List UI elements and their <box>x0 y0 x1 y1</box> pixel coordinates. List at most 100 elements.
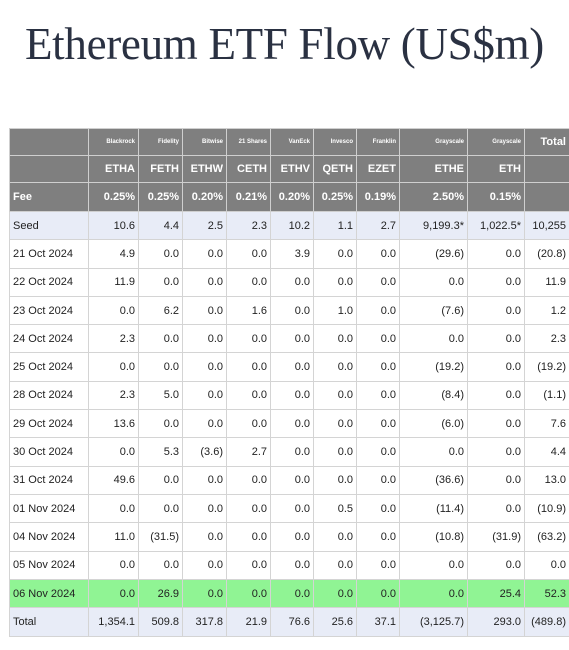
table-cell: 0.0 <box>88 493 139 524</box>
table-cell: (29.6) <box>399 239 468 269</box>
table-cell: 9,199.3* <box>399 210 468 241</box>
issuer-header: Franklin <box>356 128 400 156</box>
table-cell: 0.0 <box>138 352 183 382</box>
table-cell: 0.0 <box>313 409 357 439</box>
table-row: 25 Oct 2024 0.0 0.0 0.0 0.0 0.0 0.0 0.0 (19.2) 0.… <box>9 352 569 382</box>
table-cell: 0.0 <box>270 522 314 552</box>
table-body: Blackrock Fidelity Bitwise 21 Shares VanEck I… <box>9 128 569 638</box>
row-total-cell: (1.1) <box>524 380 569 411</box>
table-cell: 0.0 <box>356 267 400 297</box>
table-cell: 0.0 <box>467 295 525 326</box>
table-cell: 13.6 <box>88 409 139 439</box>
table-cell: 0.0 <box>226 550 271 580</box>
table-cell: 0.0 <box>182 465 227 495</box>
table-cell: 0.0 <box>226 578 271 609</box>
table-cell: 2.3 <box>88 324 139 354</box>
table-cell: 0.0 <box>356 522 400 552</box>
issuer-header: Blackrock <box>88 128 139 156</box>
fee-row: Fee 0.25% 0.25% 0.20% 0.21% 0.20% 0.25% 0.19% 2.… <box>9 182 569 212</box>
row-label: 23 Oct 2024 <box>9 295 89 326</box>
table-row: 31 Oct 2024 49.6 0.0 0.0 0.0 0.0 0.0 0.0 (36.6) 0… <box>9 465 569 495</box>
ticker-header-row: ETHA FETH ETHW CETH ETHV QETH EZET ETHE ETH <box>9 155 569 183</box>
table-cell: 0.0 <box>270 578 314 609</box>
table-cell: 0.0 <box>313 550 357 580</box>
row-total-cell: (10.9) <box>524 493 569 524</box>
issuer-header: 21 Shares <box>226 128 271 156</box>
table-cell: 5.3 <box>138 437 183 467</box>
row-label: 30 Oct 2024 <box>9 437 89 467</box>
table-cell: 2.7 <box>226 437 271 467</box>
issuer-header: Bitwise <box>182 128 227 156</box>
fee-cell: 0.20% <box>182 182 227 212</box>
table-cell: 0.0 <box>356 239 400 269</box>
fee-cell: 0.19% <box>356 182 400 212</box>
table-row: 22 Oct 2024 11.9 0.0 0.0 0.0 0.0 0.0 0.0 0.0 0.0 1… <box>9 267 569 297</box>
table-cell: 0.0 <box>138 409 183 439</box>
etf-flow-table: Blackrock Fidelity Bitwise 21 Shares VanEck I… <box>9 128 569 638</box>
table-row: 04 Nov 2024 11.0 (31.5) 0.0 0.0 0.0 0.0 0.0 (10.… <box>9 522 569 552</box>
table-cell: 317.8 <box>182 607 227 638</box>
issuer-header: Grayscale <box>467 128 525 156</box>
ticker-header: QETH <box>313 155 357 183</box>
table-cell: (31.5) <box>138 522 183 552</box>
table-cell: 0.0 <box>356 295 400 326</box>
ticker-header: ETHE <box>399 155 468 183</box>
fee-cell: 0.25% <box>313 182 357 212</box>
fee-cell: 0.25% <box>88 182 139 212</box>
table-cell: 0.0 <box>313 437 357 467</box>
table-cell: 1.6 <box>226 295 271 326</box>
table-cell: (11.4) <box>399 493 468 524</box>
table-cell: 0.0 <box>182 380 227 411</box>
table-cell: 0.0 <box>270 550 314 580</box>
table-cell: 0.0 <box>356 409 400 439</box>
table-cell: (7.6) <box>399 295 468 326</box>
row-label: 31 Oct 2024 <box>9 465 89 495</box>
table-cell: 5.0 <box>138 380 183 411</box>
ticker-header: EZET <box>356 155 400 183</box>
table-cell: 0.0 <box>356 437 400 467</box>
table-cell: (3.6) <box>182 437 227 467</box>
table-cell: 1.1 <box>313 210 357 241</box>
ticker-header: FETH <box>138 155 183 183</box>
row-label: 25 Oct 2024 <box>9 352 89 382</box>
table-cell: 0.0 <box>313 324 357 354</box>
table-cell: 0.0 <box>467 550 525 580</box>
ticker-header: ETH <box>467 155 525 183</box>
table-cell: 10.2 <box>270 210 314 241</box>
table-cell: (31.9) <box>467 522 525 552</box>
row-total-cell: 10,255 <box>524 210 569 241</box>
table-cell: 509.8 <box>138 607 183 638</box>
ticker-header: ETHW <box>182 155 227 183</box>
table-cell: 37.1 <box>356 607 400 638</box>
table-cell: 0.0 <box>138 465 183 495</box>
table-cell: 0.0 <box>356 465 400 495</box>
table-cell: 26.9 <box>138 578 183 609</box>
table-cell: 21.9 <box>226 607 271 638</box>
table-cell: (3,125.7) <box>399 607 468 638</box>
row-label: Seed <box>9 210 89 241</box>
table-cell: (10.8) <box>399 522 468 552</box>
table-cell: 0.5 <box>313 493 357 524</box>
table-cell: (6.0) <box>399 409 468 439</box>
table-cell: 0.0 <box>226 324 271 354</box>
table-cell: 0.0 <box>270 409 314 439</box>
table-cell: 0.0 <box>182 578 227 609</box>
table-cell: 25.4 <box>467 578 525 609</box>
table-cell: (8.4) <box>399 380 468 411</box>
table-cell: 0.0 <box>226 267 271 297</box>
table-cell: 0.0 <box>467 437 525 467</box>
header-corner-cell <box>9 128 89 156</box>
table-cell: 0.0 <box>356 493 400 524</box>
table-cell: 0.0 <box>88 437 139 467</box>
ticker-header: ETHA <box>88 155 139 183</box>
table-cell: 0.0 <box>313 239 357 269</box>
table-row: 28 Oct 2024 2.3 5.0 0.0 0.0 0.0 0.0 0.0 (8.4) 0.0… <box>9 380 569 411</box>
table-row: Seed 10.6 4.4 2.5 2.3 10.2 1.1 2.7 9,199.3* 1,022… <box>9 210 569 241</box>
table-cell: 0.0 <box>226 409 271 439</box>
row-total-cell: 13.0 <box>524 465 569 495</box>
table-cell: 11.9 <box>88 267 139 297</box>
table-cell: 10.6 <box>88 210 139 241</box>
table-cell: 0.0 <box>138 239 183 269</box>
table-cell: 0.0 <box>270 324 314 354</box>
issuer-header: Invesco <box>313 128 357 156</box>
